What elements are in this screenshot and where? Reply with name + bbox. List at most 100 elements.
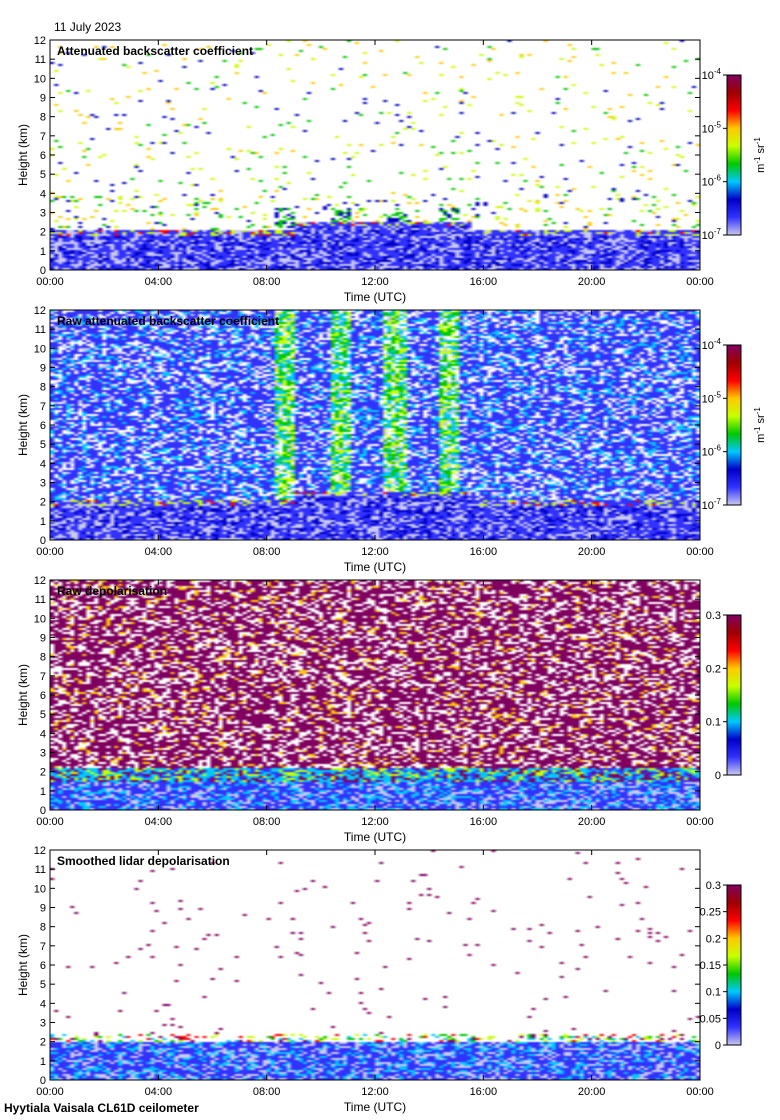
y-tick-label: 5: [40, 439, 46, 451]
colorbar-tick-label: 10-7: [702, 497, 722, 512]
x-tick-label: 00:00: [686, 276, 714, 288]
y-tick-label: 5: [40, 979, 46, 991]
y-tick-label: 3: [40, 1018, 46, 1030]
colorbar-tick-label: 0: [715, 770, 721, 782]
y-tick-label: 0: [40, 1075, 46, 1087]
x-tick-label: 00:00: [686, 816, 714, 828]
colorbar-tick-label: 0.3: [706, 880, 721, 892]
y-tick-label: 8: [40, 652, 46, 664]
x-axis-label: Time (UTC): [344, 560, 406, 574]
x-tick-label: 20:00: [578, 1086, 606, 1098]
colorbar-tick-label: 0.1: [706, 987, 721, 999]
colorbar-tick-label: 10-6: [702, 444, 722, 459]
y-tick-label: 0: [40, 805, 46, 817]
x-tick-label: 00:00: [36, 276, 64, 288]
colorbar-tick-label: 0.1: [706, 717, 721, 729]
y-axis-label: Height (km): [16, 934, 30, 996]
y-tick-label: 2: [40, 1037, 46, 1049]
panel-1: Attenuated backscatter coefficient 0 12 3 4 5…: [16, 35, 767, 304]
x-tick-label: 16:00: [470, 816, 498, 828]
y-tick-label: 1: [40, 1056, 46, 1068]
y-tick-label: 10: [34, 883, 46, 895]
panel-2: Raw attenuated backscatter coefficient 0 1…: [16, 305, 767, 574]
y-tick-label: 7: [40, 941, 46, 953]
heatmap-image: [50, 40, 700, 270]
panel-title: Raw attenuated backscatter coefficient: [57, 314, 279, 328]
y-tick-label: 0: [40, 265, 46, 277]
y-tick-label: 4: [40, 188, 46, 200]
y-tick-label: 12: [34, 575, 46, 587]
colorbar-tick-label: 10-6: [702, 174, 722, 189]
y-tick-label: 8: [40, 922, 46, 934]
instrument-label: Hyytiala Vaisala CL61D ceilometer: [4, 1101, 199, 1115]
y-axis-label: Height (km): [16, 664, 30, 726]
colorbar: [726, 614, 742, 776]
y-tick-label: 5: [40, 169, 46, 181]
x-tick-label: 00:00: [36, 816, 64, 828]
y-tick-label: 11: [35, 54, 46, 66]
colorbar-tick-label: 0.05: [700, 1013, 721, 1025]
y-tick-label: 6: [40, 150, 46, 162]
x-tick-label: 16:00: [470, 546, 498, 558]
colorbar-tick-label: 0.15: [700, 960, 721, 972]
y-tick-label: 9: [40, 903, 46, 915]
y-tick-label: 7: [40, 401, 46, 413]
y-tick-label: 9: [40, 633, 46, 645]
colorbar-tick-label: 0.25: [700, 907, 721, 919]
colorbar-unit: m-1 sr-1: [753, 407, 767, 443]
y-tick-label: 2: [40, 497, 46, 509]
heatmap-image: [50, 310, 700, 540]
y-tick-label: 11: [35, 324, 46, 336]
colorbar-tick-label: 10-4: [702, 67, 722, 82]
y-tick-label: 3: [40, 208, 46, 220]
y-tick-label: 10: [34, 343, 46, 355]
colorbar-tick-label: 0.3: [706, 610, 721, 622]
y-tick-label: 6: [40, 420, 46, 432]
panel-title: Attenuated backscatter coefficient: [57, 44, 253, 58]
x-tick-label: 08:00: [253, 546, 281, 558]
x-axis-label: Time (UTC): [344, 830, 406, 844]
colorbar-tick-label: 10-5: [702, 390, 722, 405]
colorbar-tick-label: 10-5: [702, 120, 722, 135]
y-tick-label: 12: [34, 35, 46, 47]
y-tick-label: 9: [40, 93, 46, 105]
y-tick-label: 8: [40, 382, 46, 394]
x-tick-label: 08:00: [253, 1086, 281, 1098]
y-tick-label: 5: [40, 709, 46, 721]
y-tick-label: 2: [40, 227, 46, 239]
y-tick-label: 9: [40, 363, 46, 375]
date-label: 11 July 2023: [54, 20, 122, 34]
y-tick-label: 2: [40, 767, 46, 779]
x-tick-label: 04:00: [145, 1086, 173, 1098]
colorbar-tick-label: 10-4: [702, 337, 722, 352]
y-tick-label: 3: [40, 748, 46, 760]
panel-4: Smoothed lidar depolarisation01234567891…: [16, 845, 742, 1114]
x-axis-label: Time (UTC): [344, 1100, 406, 1114]
panel-title: Smoothed lidar depolarisation: [57, 854, 230, 868]
y-tick-label: 4: [40, 458, 46, 470]
x-tick-label: 20:00: [578, 546, 606, 558]
y-tick-label: 10: [34, 613, 46, 625]
y-tick-label: 7: [40, 671, 46, 683]
x-tick-label: 16:00: [470, 1086, 498, 1098]
x-tick-label: 20:00: [578, 816, 606, 828]
y-tick-label: 11: [35, 864, 46, 876]
heatmap-image: [50, 580, 700, 810]
y-tick-label: 0: [40, 535, 46, 547]
y-tick-label: 8: [40, 112, 46, 124]
colorbar: [726, 884, 742, 1046]
y-axis-label: Height (km): [16, 124, 30, 186]
x-tick-label: 12:00: [361, 546, 389, 558]
x-tick-label: 08:00: [253, 816, 281, 828]
x-axis-label: Time (UTC): [344, 290, 406, 304]
colorbar-tick-label: 0.2: [706, 933, 721, 945]
y-axis-label: Height (km): [16, 394, 30, 456]
y-tick-label: 10: [34, 73, 46, 85]
y-tick-label: 7: [40, 131, 46, 143]
x-tick-label: 00:00: [36, 1086, 64, 1098]
colorbar-tick-label: 0.2: [706, 663, 721, 675]
y-tick-label: 6: [40, 690, 46, 702]
y-tick-label: 11: [35, 594, 46, 606]
x-tick-label: 16:00: [470, 276, 498, 288]
